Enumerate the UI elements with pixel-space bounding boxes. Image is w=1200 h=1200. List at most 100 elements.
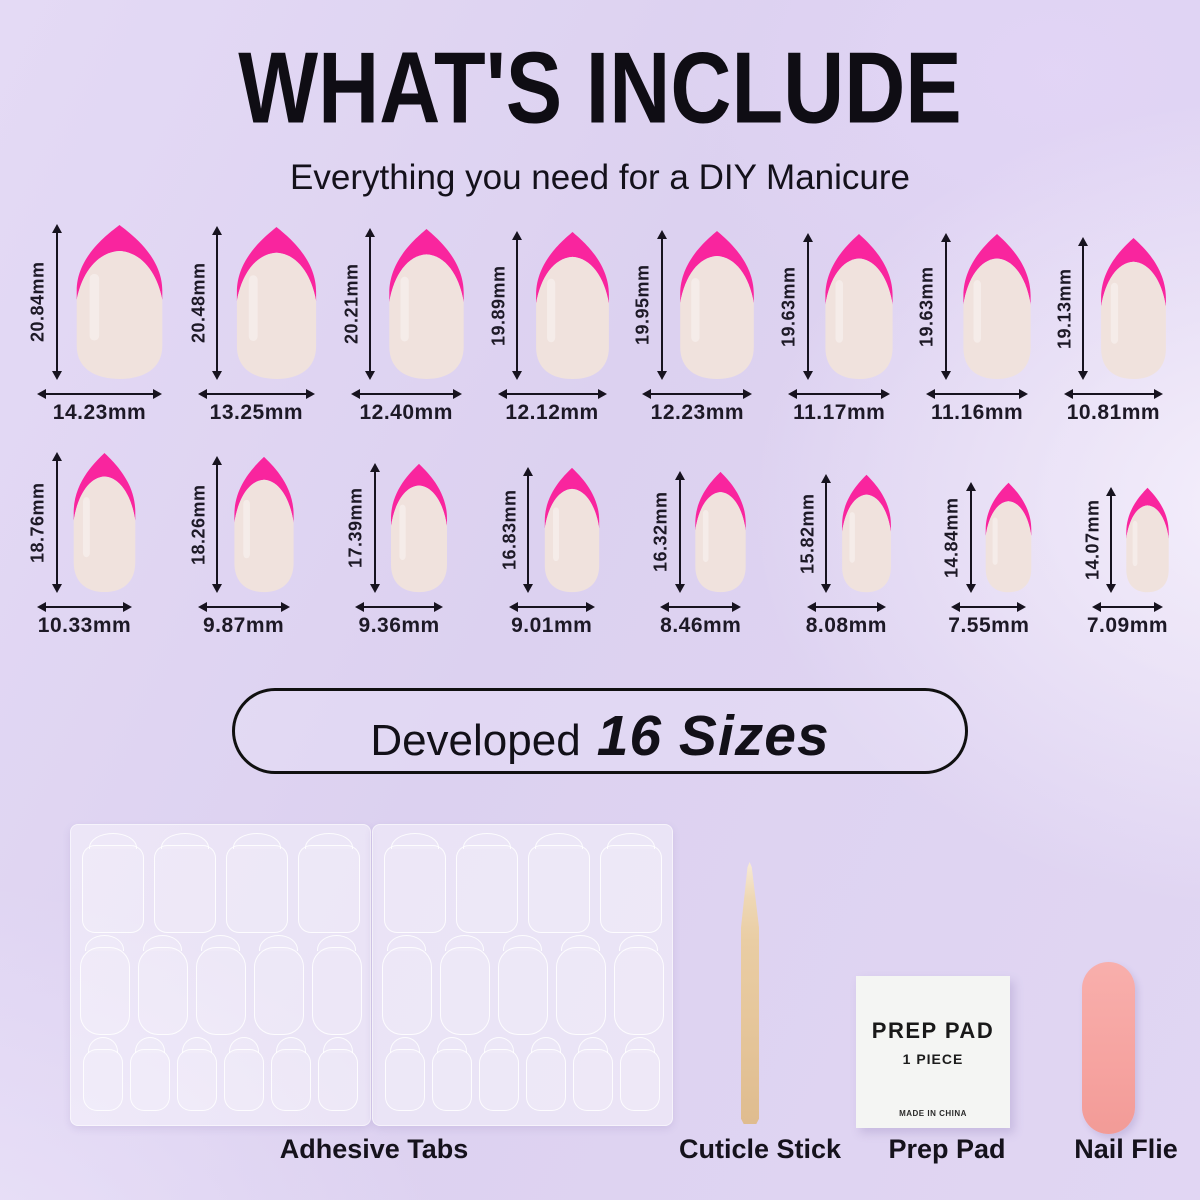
arrow-line: [825, 478, 828, 589]
nail-illustration: [680, 231, 755, 379]
adhesive-tab: [385, 1037, 425, 1111]
nail-width-arrow: [197, 600, 290, 613]
arrowhead-down: [821, 584, 832, 593]
adhesive-tab: [130, 1037, 170, 1111]
nail-illustration: [1126, 487, 1169, 593]
arrow-line: [216, 230, 219, 376]
adhesive-tab: [225, 833, 288, 933]
arrow-line: [369, 232, 372, 376]
included-items-section: PREP PAD 1 PIECE MADE IN CHINA Adhesive …: [0, 822, 1200, 1200]
nail-length-arrow: [50, 224, 63, 380]
adhesive-tab: [555, 935, 606, 1035]
nail-width-label: 9.36mm: [358, 614, 440, 637]
nail-illustration: [76, 225, 163, 379]
nail-length-arrow: [211, 226, 224, 380]
nail-file-image: [1082, 962, 1135, 1134]
arrowhead-down: [1078, 371, 1089, 380]
nail-width-label: 14.23mm: [52, 401, 147, 424]
adhesive-tab-row: [81, 833, 360, 933]
nail-length-label: 15.82mm: [797, 493, 818, 574]
arrowhead-right: [1019, 388, 1029, 399]
adhesive-tab-row: [381, 935, 664, 1035]
adhesive-tab: [613, 935, 664, 1035]
adhesive-tab: [573, 1037, 613, 1111]
arrowhead-right: [1017, 601, 1027, 612]
nail-illustration: [825, 233, 893, 380]
adhesive-tab: [177, 1037, 217, 1111]
nail-illustration: [236, 227, 316, 379]
nail-length-label: 19.95mm: [632, 264, 653, 346]
nail-length-arrow: [801, 233, 814, 380]
arrow-line: [944, 237, 947, 376]
arrow-line: [1082, 241, 1085, 376]
nail-width-arrow: [37, 387, 162, 400]
adhesive-tab: [432, 1037, 472, 1111]
arrowhead-right: [597, 388, 607, 399]
arrowhead-down: [656, 371, 667, 380]
adhesive-tab: [79, 935, 130, 1035]
adhesive-tab: [599, 833, 662, 933]
nail-size-cell: 17.39mm 9.36mm: [344, 463, 454, 638]
nail-width-label: 12.40mm: [359, 401, 453, 424]
nail-size-cell: 14.07mm 7.09mm: [1081, 487, 1174, 638]
nail-size-cell: 14.84mm 7.55mm: [940, 482, 1037, 638]
nail-length-label: 14.07mm: [1082, 499, 1103, 581]
nail-width-arrow: [197, 387, 315, 400]
nail-width-label: 10.81mm: [1066, 401, 1161, 424]
nail-length-arrow: [673, 471, 686, 593]
arrow-line: [1110, 491, 1113, 589]
arrowhead-down: [51, 584, 62, 593]
nail-width-label: 13.25mm: [209, 401, 304, 424]
label-cuticle-stick: Cuticle Stick: [678, 1134, 842, 1164]
arrowhead-down: [512, 371, 523, 380]
nail-length-label: 18.26mm: [188, 484, 209, 565]
adhesive-tab: [381, 935, 432, 1035]
arrowhead-down: [802, 371, 813, 380]
nail-illustration: [391, 463, 448, 593]
nail-length-arrow: [964, 482, 977, 593]
nail-illustration: [986, 482, 1032, 593]
adhesive-tab: [527, 833, 590, 933]
arrow-line: [678, 475, 681, 589]
adhesive-tab: [318, 1037, 358, 1111]
prep-pad-title: PREP PAD: [871, 1018, 995, 1043]
nail-length-arrow: [364, 228, 377, 380]
adhesive-tab: [620, 1037, 660, 1111]
nail-size-cell: 19.63mm 11.17mm: [777, 233, 901, 425]
arrowhead-down: [369, 584, 380, 593]
nail-width-arrow: [508, 600, 595, 613]
adhesive-tabs-sheet-2: [372, 824, 673, 1126]
arrow-line: [969, 486, 972, 589]
arrow-line: [527, 471, 530, 589]
nail-length-arrow: [820, 474, 833, 593]
nail-width-label: 7.09mm: [1086, 614, 1169, 637]
nail-length-arrow: [1105, 487, 1118, 593]
arrow-line: [1095, 605, 1159, 608]
arrow-line: [41, 392, 158, 395]
arrowhead-right: [123, 601, 132, 612]
arrow-line: [646, 392, 749, 395]
page-subtitle: Everything you need for a DIY Manicure: [290, 158, 910, 197]
nail-sizes-row-2: 18.76mm 10.33mm 18.26mm: [0, 452, 1200, 638]
adhesive-tab: [526, 1037, 566, 1111]
arrow-line: [930, 392, 1025, 395]
adhesive-tab-row: [383, 833, 662, 933]
label-nail-file: Nail Flie: [1074, 1134, 1178, 1164]
adhesive-tab: [271, 1037, 311, 1111]
arrowhead-right: [1153, 388, 1163, 399]
nail-illustration: [544, 467, 599, 593]
nail-size-cell: 15.82mm 8.08mm: [796, 474, 897, 638]
nail-size-cell: 19.95mm 12.23mm: [631, 230, 763, 425]
adhesive-tab: [383, 833, 446, 933]
arrowhead-down: [51, 371, 62, 380]
nail-size-cell: 16.83mm 9.01mm: [498, 467, 606, 638]
nail-width-label: 10.33mm: [37, 614, 132, 637]
sizes-banner: Developed 16 Sizes: [232, 688, 968, 774]
nail-length-label: 17.39mm: [345, 487, 366, 569]
nail-length-label: 20.48mm: [188, 262, 209, 344]
arrow-line: [373, 467, 376, 589]
adhesive-tab: [81, 833, 144, 933]
arrow-line: [55, 456, 58, 589]
cuticle-stick-image: [741, 862, 759, 1124]
adhesive-tab: [297, 833, 360, 933]
